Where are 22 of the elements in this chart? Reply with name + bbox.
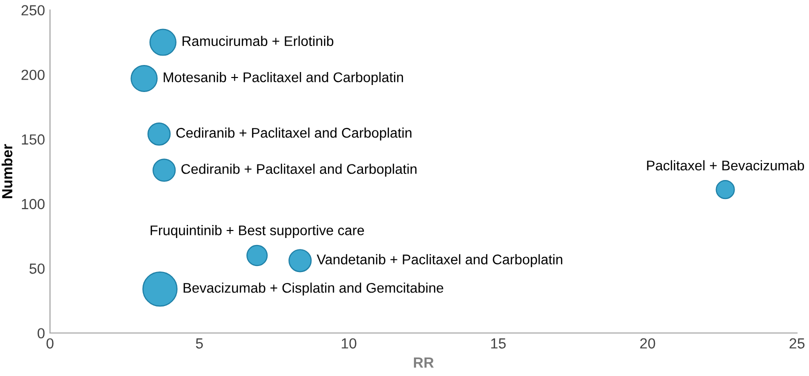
annotation: Bevacizumab + Cisplatin and Gemcitabine [184, 282, 444, 296]
x-tick-label: 25 [790, 338, 804, 349]
x-tick-label: 5 [196, 338, 203, 349]
y-tick-label: 150 [22, 134, 45, 145]
y-tick-label: 250 [22, 5, 45, 16]
annotation: Cediranib + Paclitaxel and Carboplatin [176, 128, 412, 141]
x-tick-label: 0 [46, 338, 54, 349]
x-axis-title: RR [414, 358, 434, 368]
y-tick-label: 100 [22, 198, 45, 210]
x-tick-label: 20 [640, 338, 656, 349]
x-tick-label: 10 [342, 338, 356, 349]
y-tick-label: 0 [38, 328, 45, 338]
annotation: Ramucirumab + Erlotinib [182, 36, 334, 46]
annotation: Motesanib + Paclitaxel and Carboplatin [164, 72, 404, 85]
annotation: Fruquintinib + Best supportive care [150, 225, 364, 238]
annotation: Paclitaxel + Bevacizumab [647, 160, 804, 170]
y-tick-label: 200 [22, 70, 45, 80]
annotation: Vandetanib + Paclitaxel and Carboplatin [316, 254, 562, 268]
y-tick-label: 50 [30, 264, 45, 274]
annotation: Cediranib + Paclitaxel and Carboplatin [181, 164, 416, 177]
y-axis-title: Number [2, 144, 12, 198]
x-tick-label: 15 [491, 338, 506, 349]
